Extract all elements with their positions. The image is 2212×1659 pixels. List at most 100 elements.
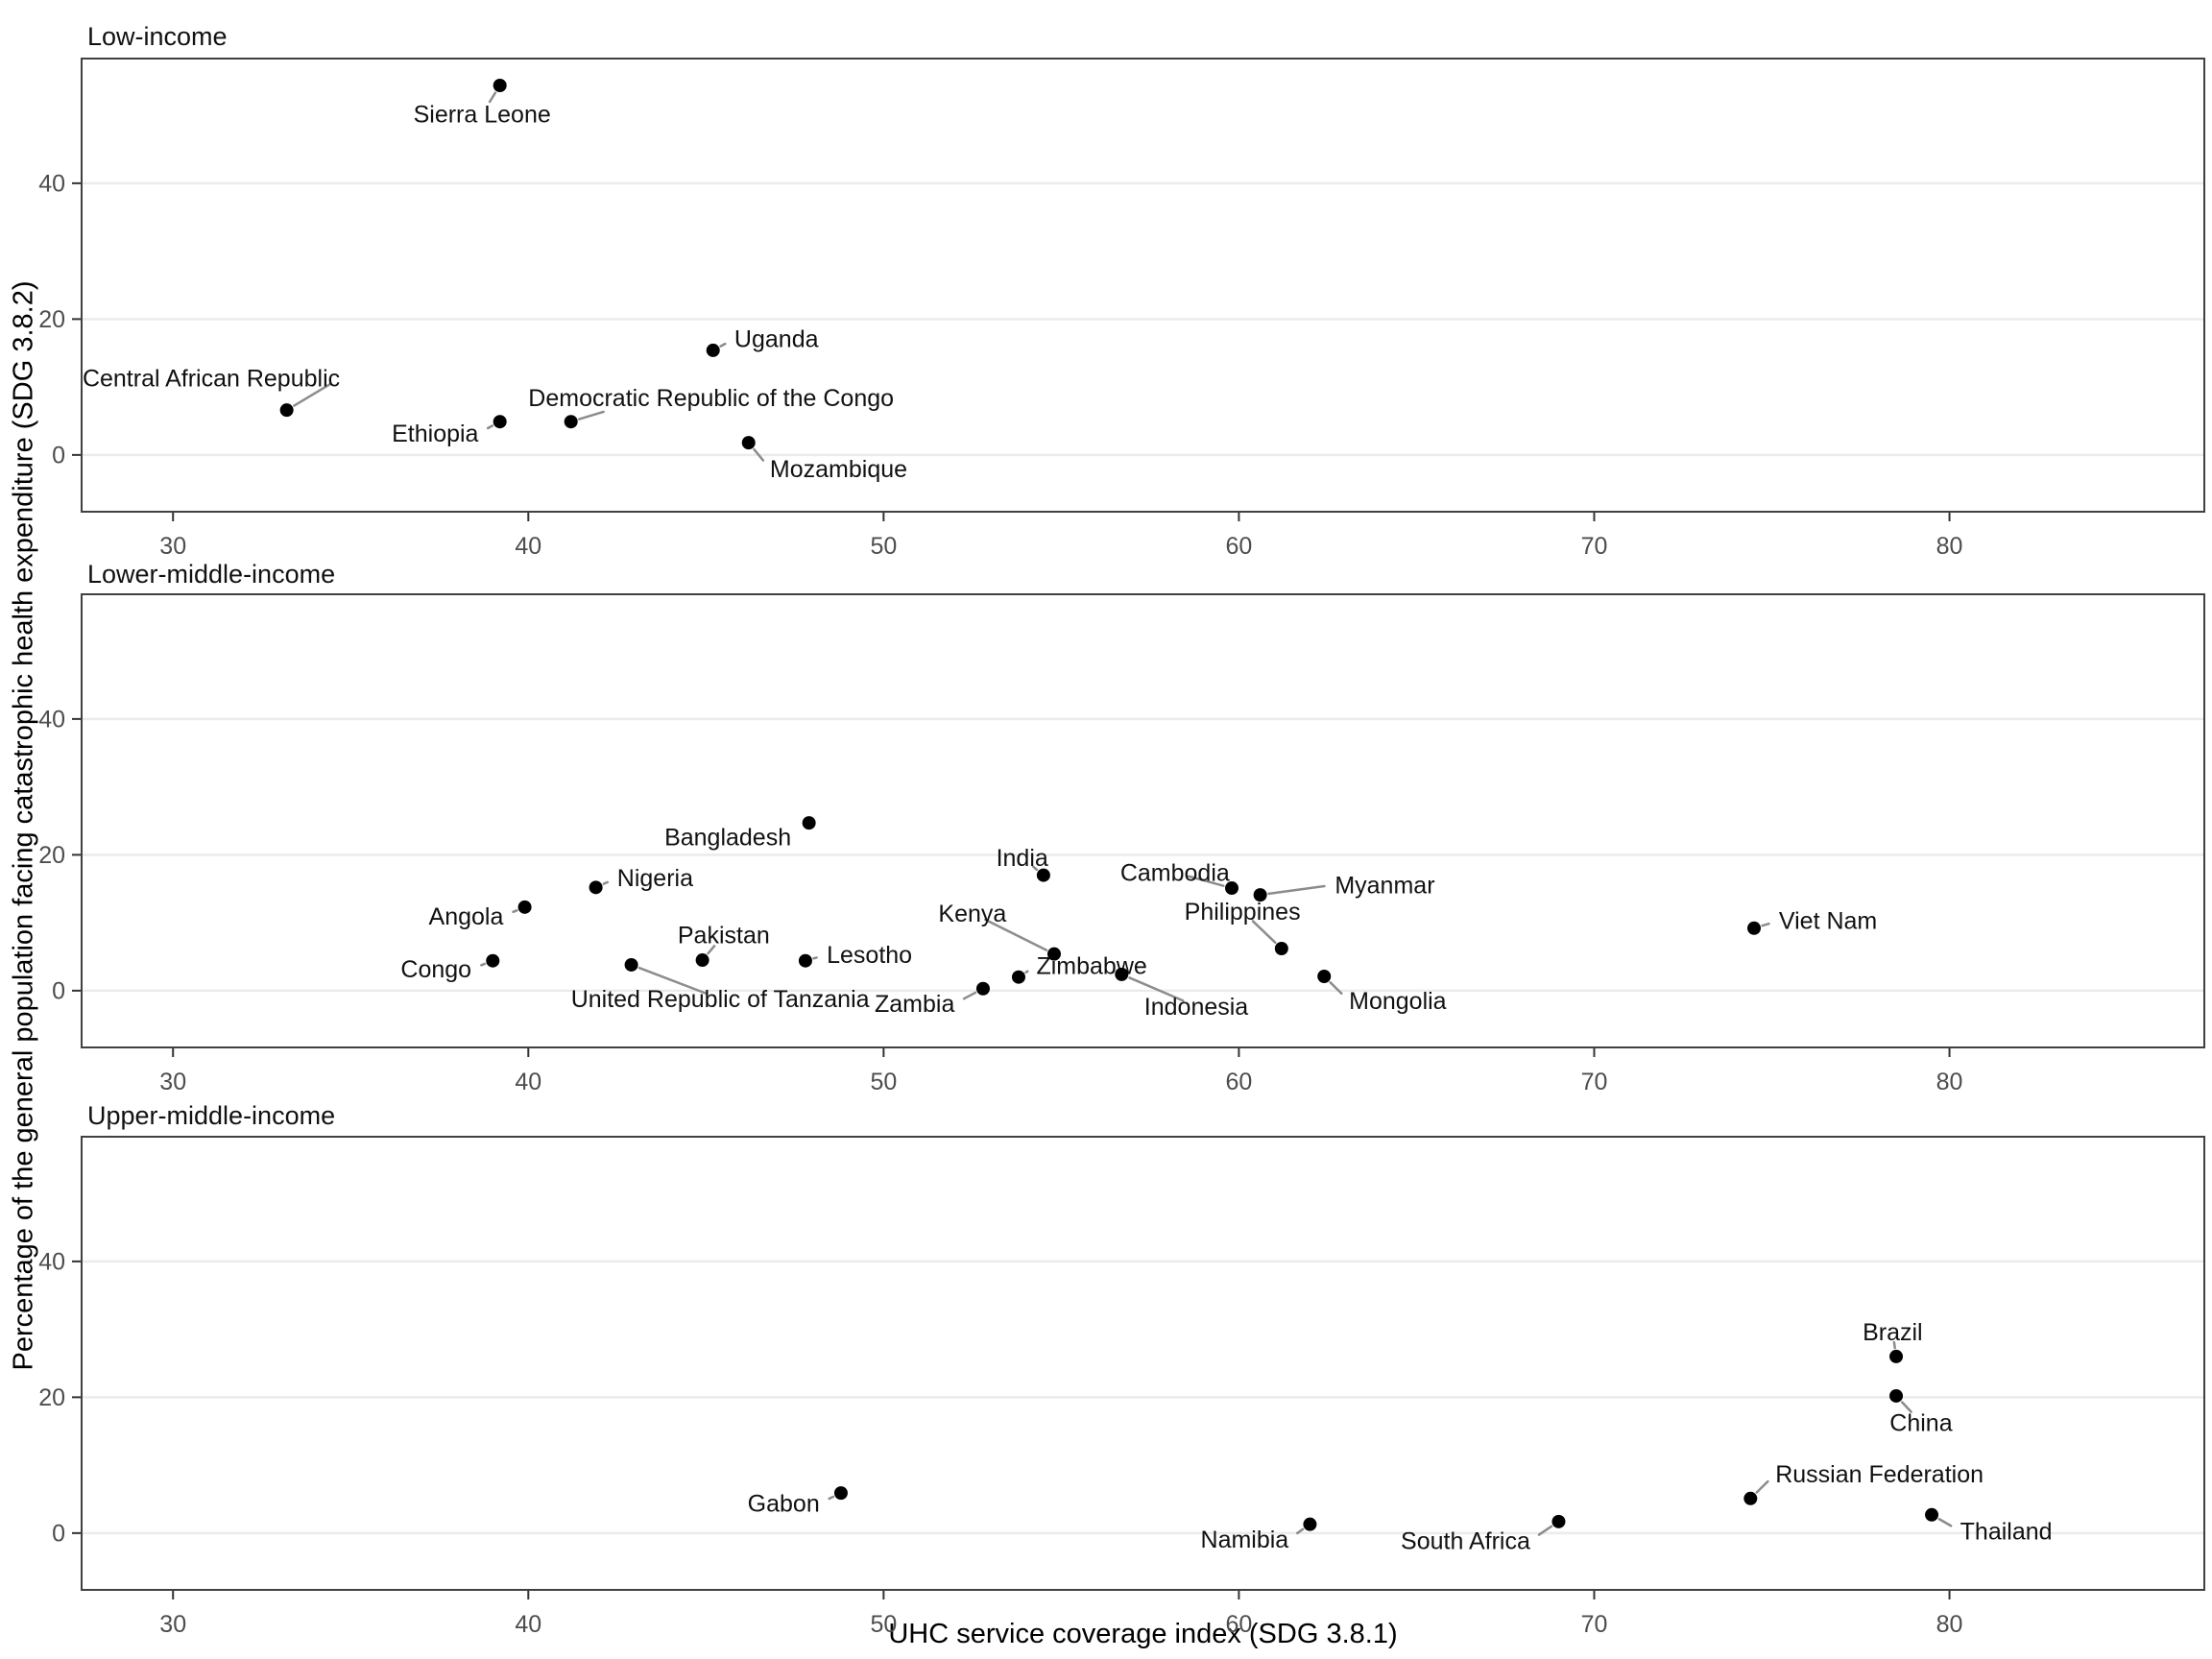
point-mozambique — [741, 436, 756, 450]
leader-line-angola — [512, 909, 518, 914]
x-tick-label: 60 — [1226, 1069, 1253, 1095]
panel-border — [81, 58, 2205, 513]
point-kenya — [1046, 947, 1061, 961]
y-tick-label: 40 — [38, 171, 65, 198]
leader-line-india — [1031, 865, 1039, 872]
leader-line-myanmar — [1267, 884, 1326, 896]
point-china — [1889, 1388, 1904, 1403]
x-tick-label: 50 — [870, 1069, 897, 1095]
point-united-republic-of-tanzania — [624, 957, 638, 972]
point-philippines — [1274, 942, 1288, 956]
point-cambodia — [1225, 881, 1239, 896]
leader-line-namibia — [1295, 1527, 1305, 1535]
y-tick-label: 20 — [38, 306, 65, 333]
y-tick-label: 40 — [38, 707, 65, 733]
x-tick-label: 30 — [159, 1611, 186, 1638]
x-tick-label: 40 — [515, 1611, 541, 1638]
x-tick-label: 70 — [1581, 1069, 1608, 1095]
point-label-brazil: Brazil — [1863, 1319, 1923, 1346]
point-label-ethiopia: Ethiopia — [392, 421, 478, 447]
x-tick-label: 70 — [1581, 533, 1608, 560]
panel-lower-middle-income: 30 40 50 60 70 80 0 20 40 Bangladesh Nigeria Angola… — [38, 593, 2205, 1095]
point-label-uganda: Uganda — [734, 326, 819, 353]
leader-line-thailand — [1937, 1517, 1953, 1527]
x-tick-label: 60 — [1226, 533, 1253, 560]
panel-low-income: 30 40 50 60 70 80 0 20 40 Sierra Leone Central Afr… — [38, 58, 2205, 560]
point-label-angola: Angola — [429, 903, 504, 930]
point-label-lesotho: Lesotho — [827, 942, 912, 969]
point-viet-nam — [1747, 921, 1762, 935]
leader-line-russian-federation — [1755, 1479, 1769, 1494]
point-zambia — [975, 981, 990, 996]
x-tick-label: 30 — [159, 533, 186, 560]
leader-line-lesotho — [812, 956, 818, 960]
leader-line-sierra-leone — [488, 91, 497, 104]
x-tick-label: 40 — [515, 533, 541, 560]
point-indonesia — [1115, 967, 1129, 981]
point-bangladesh — [802, 816, 816, 830]
point-mongolia — [1317, 970, 1332, 984]
point-label-bangladesh: Bangladesh — [664, 825, 791, 852]
leader-line-mozambique — [753, 447, 765, 462]
leader-line-kenya — [984, 918, 1048, 951]
point-zimbabwe — [1011, 970, 1025, 984]
point-label-mozambique: Mozambique — [770, 456, 907, 483]
point-label-united-republic-of-tanzania: United Republic of Tanzania — [571, 986, 870, 1013]
facet-title-lower-middle-income: Lower-middle-income — [87, 560, 336, 589]
x-tick-label: 50 — [870, 1611, 897, 1638]
x-tick-label: 70 — [1581, 1611, 1608, 1638]
point-namibia — [1303, 1517, 1317, 1531]
y-tick-label: 40 — [38, 1249, 65, 1276]
point-label-russian-federation: Russian Federation — [1775, 1461, 1984, 1488]
point-label-sierra-leone: Sierra Leone — [414, 101, 551, 128]
point-south-africa — [1551, 1514, 1566, 1528]
point-ethiopia — [493, 415, 507, 429]
leader-line-central-african-republic — [293, 382, 332, 407]
point-india — [1036, 868, 1050, 882]
point-label-mongolia: Mongolia — [1349, 988, 1447, 1015]
leader-line-democratic-republic-of-the-congo — [578, 410, 605, 421]
leader-line-indonesia — [1128, 976, 1185, 1002]
point-uganda — [706, 343, 720, 357]
point-russian-federation — [1743, 1491, 1758, 1505]
leader-line-china — [1900, 1401, 1912, 1413]
x-tick-label: 60 — [1226, 1611, 1253, 1638]
y-tick-label: 0 — [52, 978, 65, 1005]
leader-line-zambia — [962, 991, 977, 1000]
point-label-nigeria: Nigeria — [617, 865, 693, 892]
leader-line-mongolia — [1329, 981, 1343, 996]
panel-border — [81, 593, 2205, 1048]
leader-line-viet-nam — [1761, 922, 1770, 927]
leader-line-congo — [480, 962, 487, 967]
leader-line-nigeria — [602, 880, 610, 885]
point-thailand — [1925, 1507, 1939, 1522]
point-label-philippines: Philippines — [1185, 899, 1301, 926]
point-label-central-african-republic: Central African Republic — [83, 366, 340, 393]
point-angola — [517, 900, 532, 914]
y-axis-title: Percentage of the general population fac… — [8, 280, 39, 1371]
point-lesotho — [798, 953, 812, 968]
leader-line-gabon — [828, 1495, 835, 1501]
point-myanmar — [1253, 888, 1267, 902]
point-label-namibia: Namibia — [1201, 1527, 1289, 1553]
point-democratic-republic-of-the-congo — [564, 415, 578, 429]
facet-title-low-income: Low-income — [87, 22, 228, 51]
x-tick-label: 30 — [159, 1069, 186, 1095]
point-brazil — [1889, 1349, 1904, 1363]
point-label-indonesia: Indonesia — [1144, 994, 1249, 1021]
x-tick-label: 80 — [1936, 1611, 1963, 1638]
leader-line-pakistan — [707, 945, 716, 955]
point-pakistan — [695, 953, 709, 968]
point-label-democratic-republic-of-the-congo: Democratic Republic of the Congo — [528, 385, 894, 412]
leader-line-uganda — [719, 342, 727, 348]
leader-line-south-africa — [1537, 1525, 1553, 1536]
leader-line-ethiopia — [486, 424, 494, 430]
panel-border — [81, 1136, 2205, 1591]
point-label-india: India — [997, 845, 1048, 872]
x-tick-label: 80 — [1936, 1069, 1963, 1095]
leader-line-philippines — [1251, 920, 1277, 945]
point-label-thailand: Thailand — [1960, 1518, 2053, 1545]
leader-line-zimbabwe — [1024, 970, 1029, 974]
point-label-viet-nam: Viet Nam — [1779, 908, 1877, 935]
